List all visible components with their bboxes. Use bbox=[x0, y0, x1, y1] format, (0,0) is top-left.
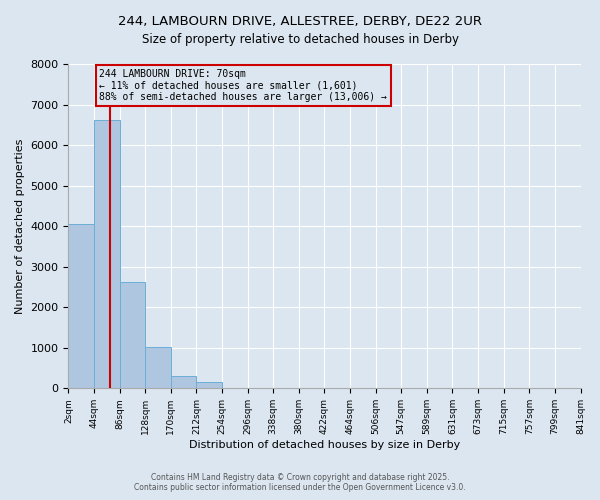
Bar bbox=[171, 376, 196, 388]
Bar bbox=[145, 348, 171, 389]
Bar bbox=[68, 224, 94, 388]
Bar bbox=[119, 282, 145, 389]
Bar bbox=[196, 382, 222, 388]
Text: 244, LAMBOURN DRIVE, ALLESTREE, DERBY, DE22 2UR: 244, LAMBOURN DRIVE, ALLESTREE, DERBY, D… bbox=[118, 15, 482, 28]
Bar bbox=[94, 120, 119, 388]
X-axis label: Distribution of detached houses by size in Derby: Distribution of detached houses by size … bbox=[189, 440, 460, 450]
Text: Contains HM Land Registry data © Crown copyright and database right 2025.
Contai: Contains HM Land Registry data © Crown c… bbox=[134, 473, 466, 492]
Y-axis label: Number of detached properties: Number of detached properties bbox=[15, 138, 25, 314]
Text: Size of property relative to detached houses in Derby: Size of property relative to detached ho… bbox=[142, 32, 458, 46]
Text: 244 LAMBOURN DRIVE: 70sqm
← 11% of detached houses are smaller (1,601)
88% of se: 244 LAMBOURN DRIVE: 70sqm ← 11% of detac… bbox=[100, 69, 388, 102]
